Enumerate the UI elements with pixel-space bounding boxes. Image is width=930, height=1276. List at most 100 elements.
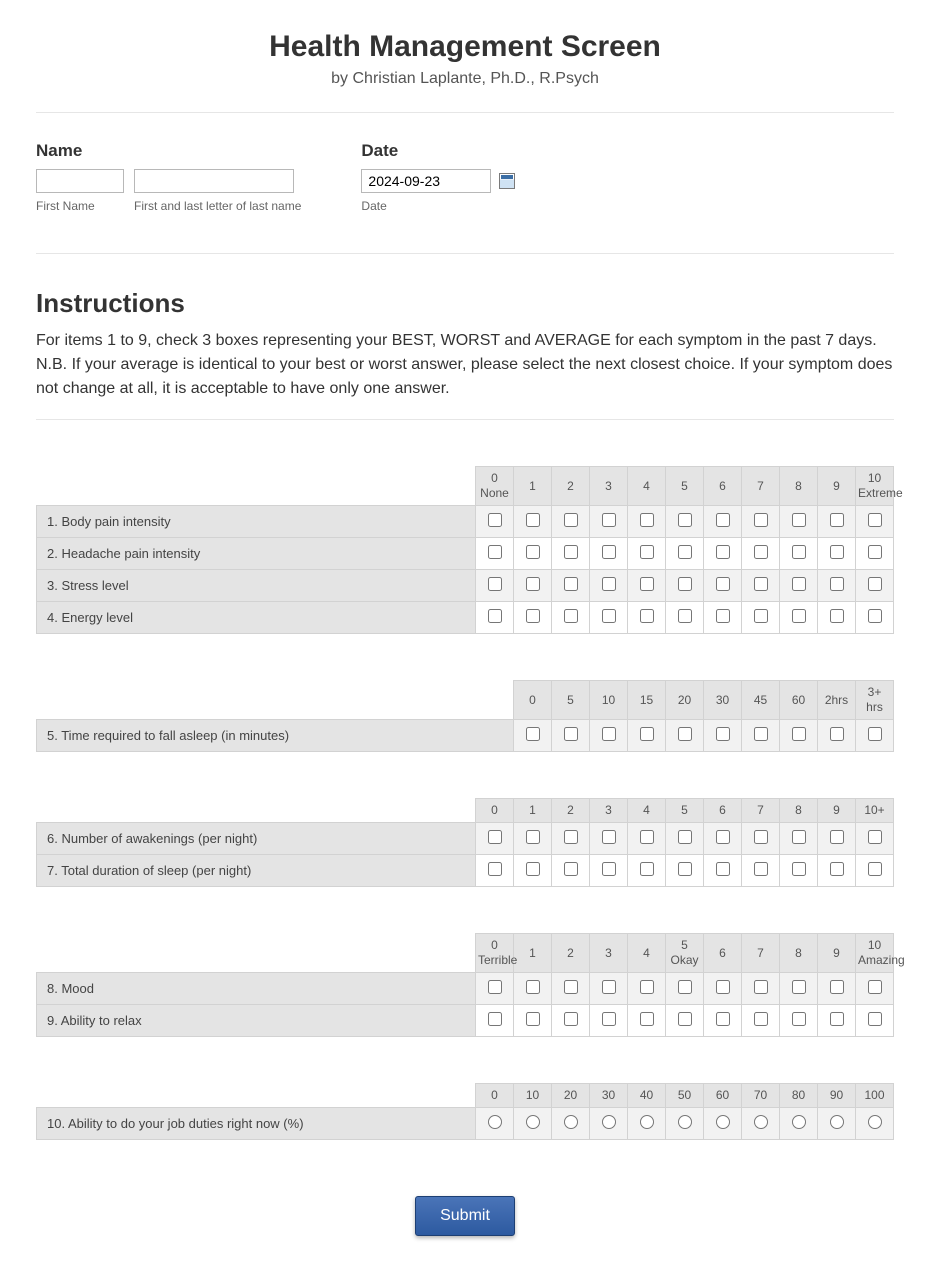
option-checkbox[interactable] [602,727,616,741]
option-checkbox[interactable] [830,513,844,527]
option-checkbox[interactable] [830,545,844,559]
option-checkbox[interactable] [754,830,768,844]
option-checkbox[interactable] [754,545,768,559]
option-radio[interactable] [868,1115,882,1129]
option-checkbox[interactable] [640,830,654,844]
option-checkbox[interactable] [868,727,882,741]
option-checkbox[interactable] [564,513,578,527]
option-checkbox[interactable] [716,980,730,994]
option-checkbox[interactable] [564,862,578,876]
option-checkbox[interactable] [754,980,768,994]
option-checkbox[interactable] [830,980,844,994]
option-checkbox[interactable] [792,980,806,994]
option-checkbox[interactable] [602,609,616,623]
option-checkbox[interactable] [526,513,540,527]
option-checkbox[interactable] [716,577,730,591]
option-checkbox[interactable] [678,980,692,994]
option-checkbox[interactable] [488,980,502,994]
option-checkbox[interactable] [564,830,578,844]
option-checkbox[interactable] [602,862,616,876]
option-checkbox[interactable] [488,577,502,591]
option-radio[interactable] [792,1115,806,1129]
option-checkbox[interactable] [868,1012,882,1026]
option-checkbox[interactable] [526,980,540,994]
option-checkbox[interactable] [602,830,616,844]
option-radio[interactable] [640,1115,654,1129]
option-checkbox[interactable] [792,609,806,623]
option-radio[interactable] [830,1115,844,1129]
option-checkbox[interactable] [716,862,730,876]
option-checkbox[interactable] [792,545,806,559]
option-checkbox[interactable] [830,577,844,591]
first-name-input[interactable] [36,169,124,193]
option-checkbox[interactable] [640,1012,654,1026]
option-checkbox[interactable] [754,1012,768,1026]
option-checkbox[interactable] [716,609,730,623]
option-checkbox[interactable] [564,577,578,591]
option-radio[interactable] [678,1115,692,1129]
option-checkbox[interactable] [640,513,654,527]
option-checkbox[interactable] [602,980,616,994]
option-checkbox[interactable] [868,545,882,559]
option-checkbox[interactable] [830,862,844,876]
option-checkbox[interactable] [716,513,730,527]
option-checkbox[interactable] [602,1012,616,1026]
option-checkbox[interactable] [754,862,768,876]
option-checkbox[interactable] [488,830,502,844]
option-checkbox[interactable] [488,1012,502,1026]
option-checkbox[interactable] [868,830,882,844]
option-checkbox[interactable] [716,727,730,741]
option-checkbox[interactable] [716,830,730,844]
date-input[interactable] [361,169,491,193]
option-radio[interactable] [602,1115,616,1129]
option-checkbox[interactable] [564,1012,578,1026]
option-radio[interactable] [526,1115,540,1129]
option-checkbox[interactable] [526,862,540,876]
option-checkbox[interactable] [792,1012,806,1026]
option-radio[interactable] [754,1115,768,1129]
calendar-icon[interactable] [499,173,515,189]
option-checkbox[interactable] [602,577,616,591]
option-checkbox[interactable] [754,513,768,527]
option-checkbox[interactable] [754,609,768,623]
option-checkbox[interactable] [830,609,844,623]
option-checkbox[interactable] [716,545,730,559]
option-checkbox[interactable] [526,1012,540,1026]
option-checkbox[interactable] [526,545,540,559]
option-checkbox[interactable] [640,862,654,876]
option-radio[interactable] [488,1115,502,1129]
option-checkbox[interactable] [830,1012,844,1026]
option-checkbox[interactable] [602,513,616,527]
option-checkbox[interactable] [488,545,502,559]
option-checkbox[interactable] [868,513,882,527]
option-checkbox[interactable] [678,577,692,591]
option-checkbox[interactable] [678,513,692,527]
option-checkbox[interactable] [526,577,540,591]
option-checkbox[interactable] [488,609,502,623]
option-checkbox[interactable] [678,1012,692,1026]
option-checkbox[interactable] [488,513,502,527]
option-checkbox[interactable] [792,727,806,741]
option-checkbox[interactable] [792,513,806,527]
option-checkbox[interactable] [678,862,692,876]
last-name-input[interactable] [134,169,294,193]
option-checkbox[interactable] [640,545,654,559]
option-checkbox[interactable] [526,609,540,623]
option-checkbox[interactable] [678,727,692,741]
option-checkbox[interactable] [678,609,692,623]
option-checkbox[interactable] [640,577,654,591]
option-checkbox[interactable] [868,577,882,591]
option-checkbox[interactable] [868,862,882,876]
option-checkbox[interactable] [564,980,578,994]
option-checkbox[interactable] [640,727,654,741]
option-radio[interactable] [564,1115,578,1129]
option-checkbox[interactable] [640,609,654,623]
option-checkbox[interactable] [792,577,806,591]
option-checkbox[interactable] [564,609,578,623]
option-checkbox[interactable] [678,545,692,559]
option-radio[interactable] [716,1115,730,1129]
option-checkbox[interactable] [564,545,578,559]
option-checkbox[interactable] [868,980,882,994]
option-checkbox[interactable] [526,727,540,741]
option-checkbox[interactable] [640,980,654,994]
